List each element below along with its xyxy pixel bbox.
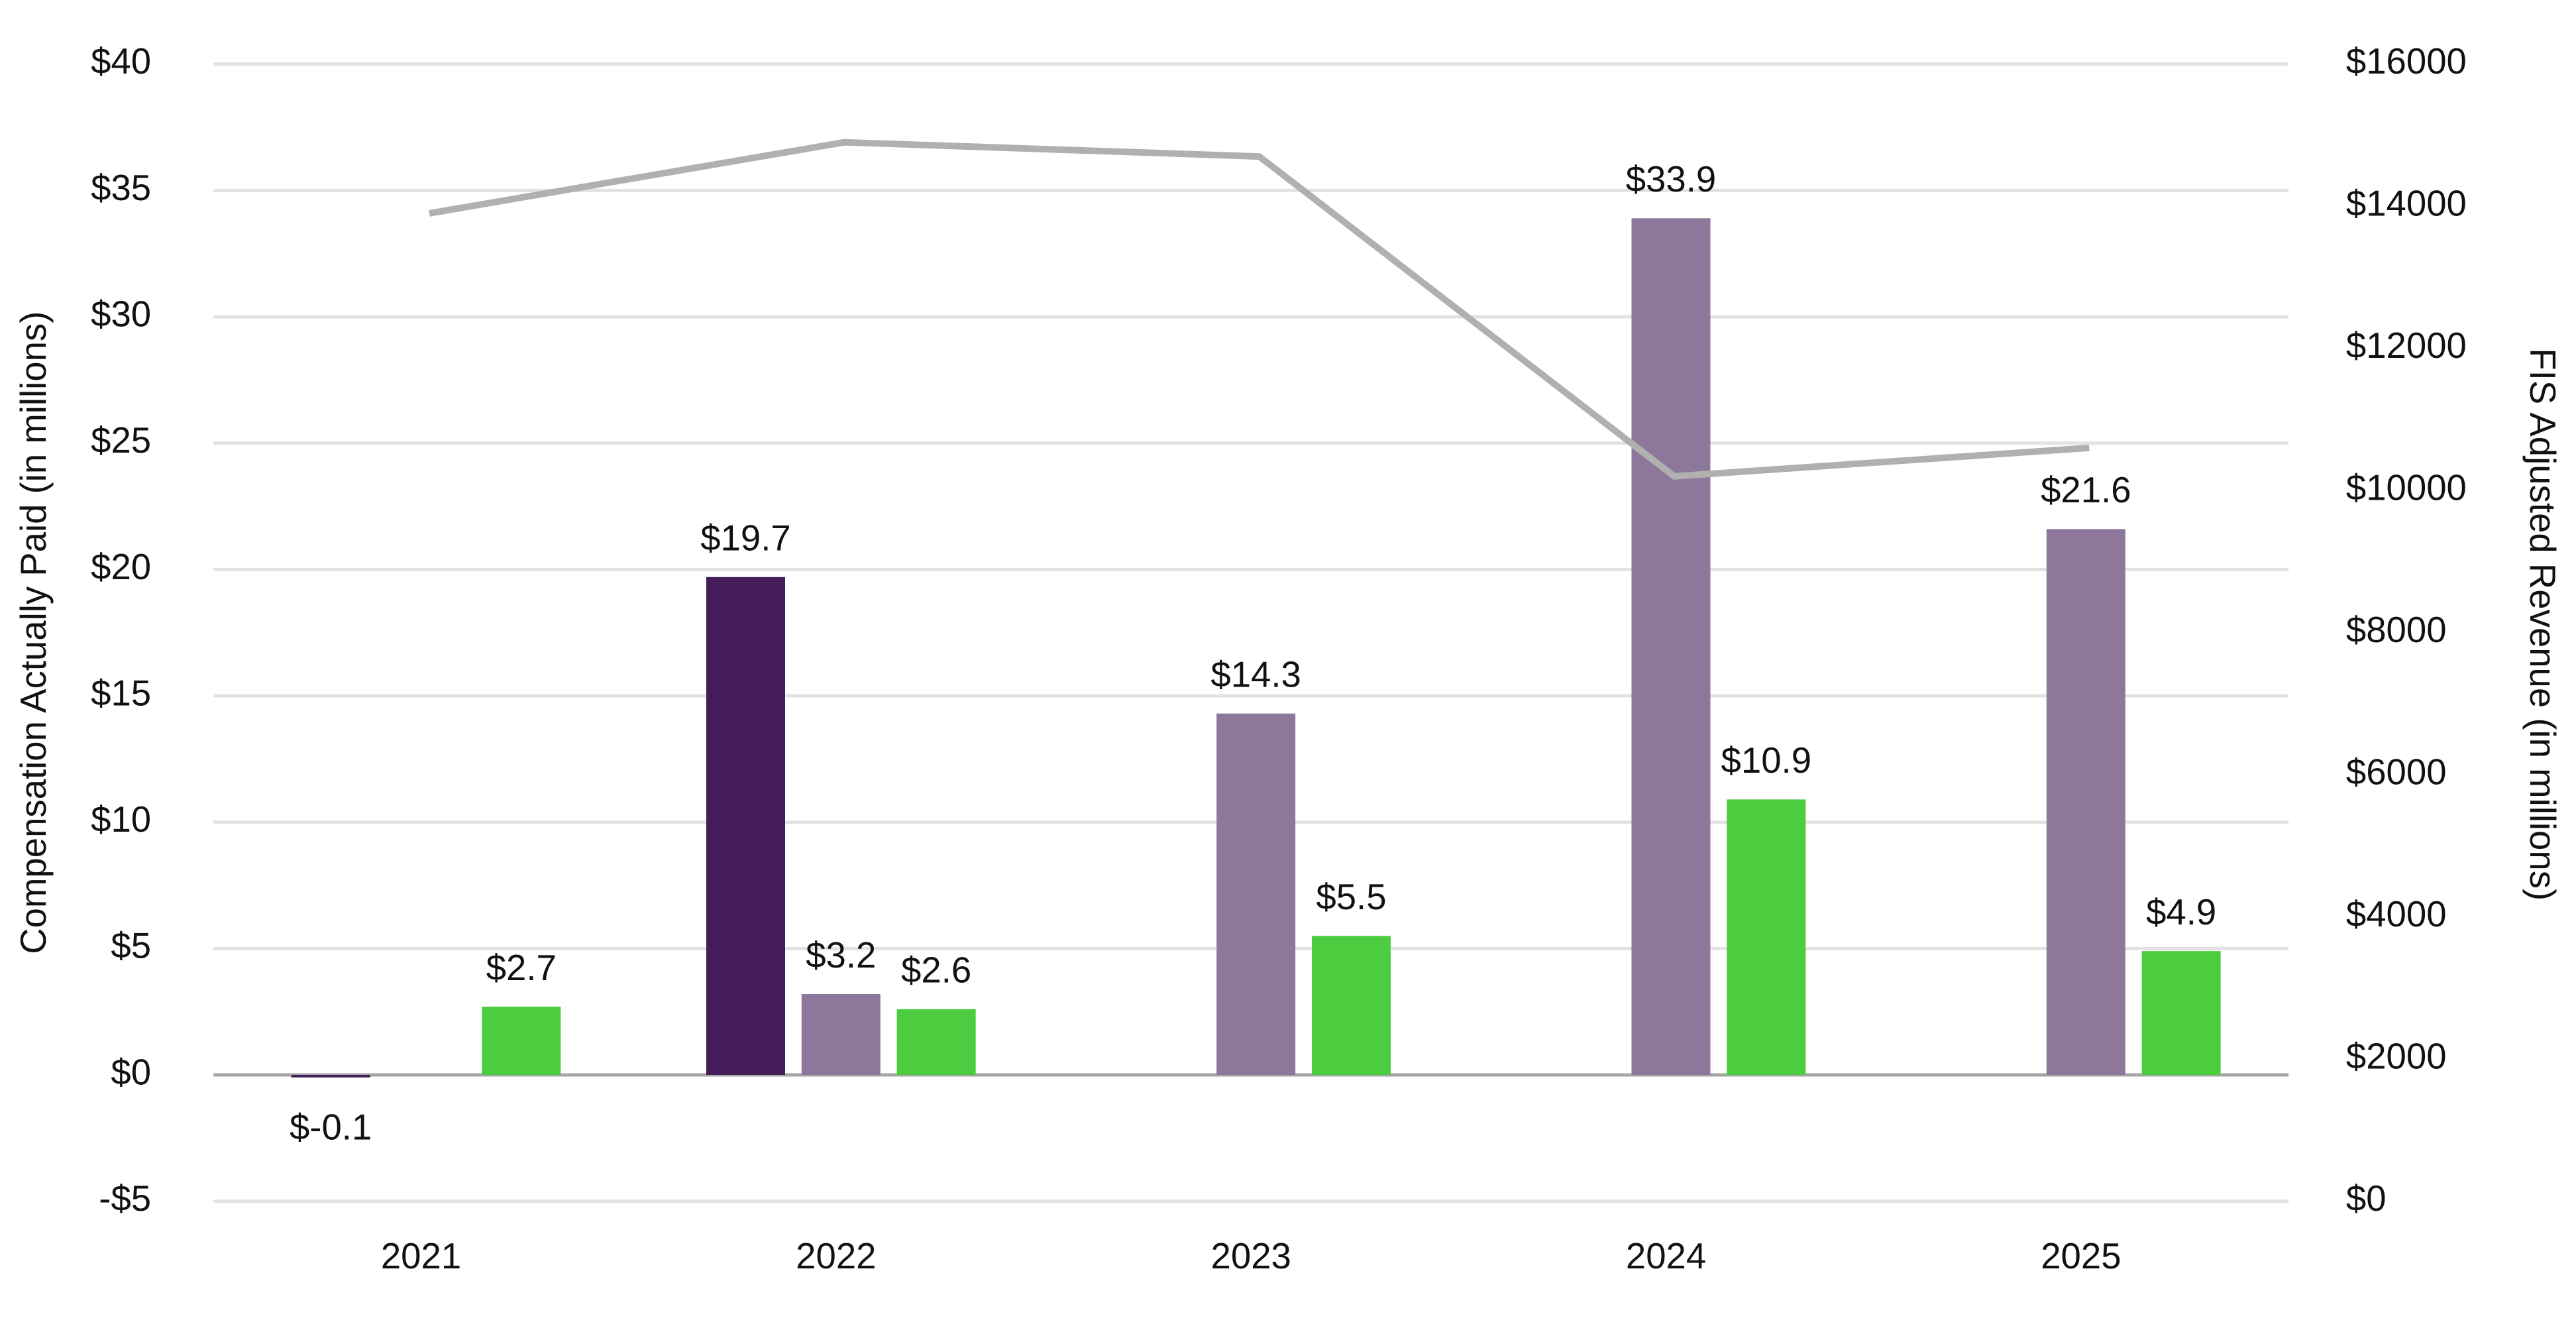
y-tick-label: $0 xyxy=(111,1052,151,1092)
y2-tick-label: $12000 xyxy=(2346,325,2467,366)
bar xyxy=(1631,218,1711,1076)
bar xyxy=(482,1007,561,1076)
bar xyxy=(291,1075,370,1078)
x-tick-label: 2023 xyxy=(1211,1236,1291,1276)
y-tick-label: -$5 xyxy=(99,1178,151,1219)
x-tick-label: 2022 xyxy=(796,1236,876,1276)
y2-tick-label: $10000 xyxy=(2346,468,2467,508)
y2-tick-label: $14000 xyxy=(2346,184,2467,224)
y-tick-label: $25 xyxy=(91,420,151,461)
data-label: $10.9 xyxy=(1721,740,1812,781)
bar xyxy=(896,1009,976,1076)
y2-tick-label: $2000 xyxy=(2346,1036,2447,1077)
y-tick-label: $20 xyxy=(91,547,151,587)
bar xyxy=(1311,936,1391,1076)
data-label: $21.6 xyxy=(2041,470,2131,510)
bar xyxy=(1216,713,1296,1076)
y-tick-label: $10 xyxy=(91,799,151,840)
y-tick-label: $40 xyxy=(91,41,151,82)
data-label: $2.6 xyxy=(901,950,971,991)
y2-tick-label: $8000 xyxy=(2346,610,2447,650)
y2-tick-label: $0 xyxy=(2346,1178,2387,1219)
data-label: $14.3 xyxy=(1210,655,1301,695)
data-label: $2.7 xyxy=(486,948,557,988)
data-label: $3.2 xyxy=(806,935,876,975)
x-tick-label: 2025 xyxy=(2041,1236,2121,1276)
y-tick-label: $35 xyxy=(91,168,151,208)
data-label: $19.7 xyxy=(700,518,791,559)
y2-axis-title: FIS Adjusted Revenue (in millions) xyxy=(2522,348,2563,901)
bar xyxy=(1727,799,1806,1076)
y2-tick-label: $6000 xyxy=(2346,752,2447,793)
x-tick-label: 2021 xyxy=(381,1236,461,1276)
bar xyxy=(2141,951,2221,1076)
line xyxy=(429,139,2090,480)
y-tick-label: $30 xyxy=(91,294,151,334)
x-tick-label: 2024 xyxy=(1626,1236,1706,1276)
data-label: $4.9 xyxy=(2146,892,2216,932)
y2-tick-label: $4000 xyxy=(2346,894,2447,934)
bar xyxy=(2046,529,2125,1076)
bar xyxy=(801,993,881,1076)
y2-tick-label: $16000 xyxy=(2346,41,2467,82)
data-label: $-0.1 xyxy=(290,1107,372,1148)
data-label: $33.9 xyxy=(1626,159,1717,199)
y-tick-label: $5 xyxy=(111,926,151,966)
y-axis-title: Compensation Actually Paid (in millions) xyxy=(13,311,54,954)
bar xyxy=(706,577,785,1076)
data-label: $5.5 xyxy=(1316,877,1386,917)
y-tick-label: $15 xyxy=(91,673,151,713)
